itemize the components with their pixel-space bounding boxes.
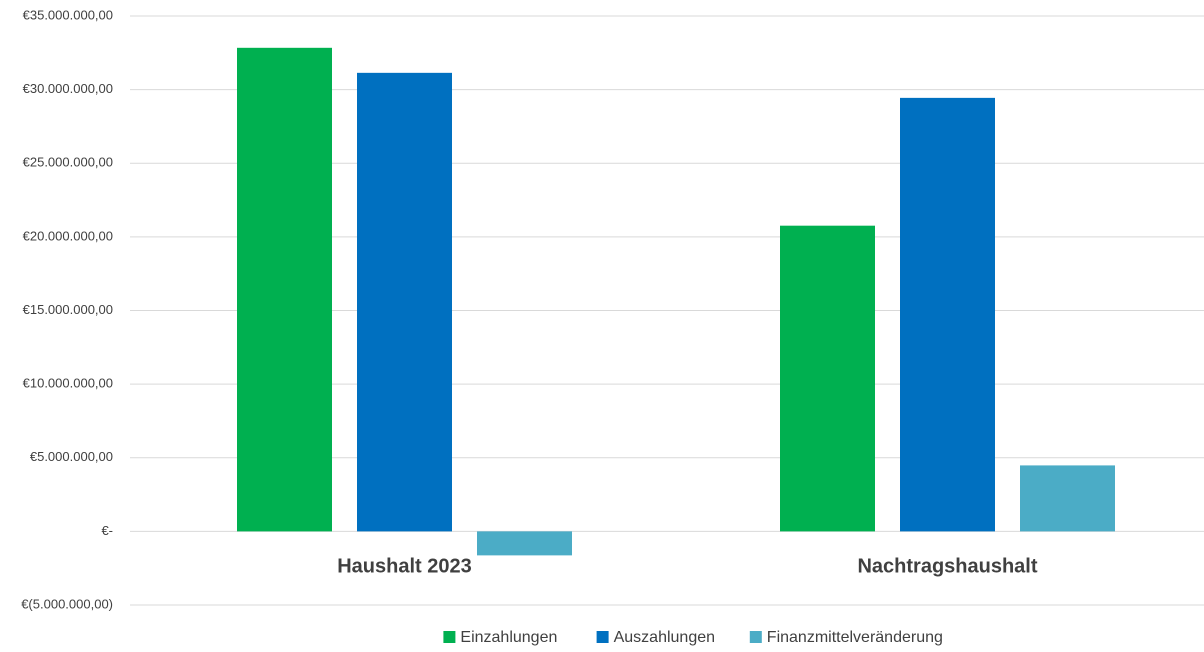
x-tick-label: Nachtragshaushalt (857, 556, 1037, 578)
legend-label: Finanzmittelveränderung (767, 629, 943, 646)
y-tick-label: €30.000.000,00 (23, 81, 113, 96)
legend-label: Auszahlungen (614, 629, 715, 646)
y-tick-label: €5.000.000,00 (30, 449, 113, 464)
y-tick-label: €15.000.000,00 (23, 302, 113, 317)
y-tick-label: €20.000.000,00 (23, 228, 113, 243)
bar (357, 72, 452, 532)
legend-swatch (596, 631, 609, 643)
bar (900, 97, 995, 532)
y-tick-label: €10.000.000,00 (23, 376, 113, 391)
x-tick-label: Haushalt 2023 (337, 556, 472, 578)
y-tick-label: €(5.000.000,00) (21, 596, 113, 611)
legend-swatch (443, 631, 456, 643)
y-tick-label: €- (101, 523, 113, 538)
bar (237, 47, 332, 532)
y-tick-label: €25.000.000,00 (23, 155, 113, 170)
legend-label: Einzahlungen (460, 629, 557, 646)
bar (477, 531, 572, 556)
legend-swatch (749, 631, 762, 643)
bar (1020, 465, 1115, 532)
bar (780, 225, 875, 532)
y-tick-label: €35.000.000,00 (23, 7, 113, 22)
